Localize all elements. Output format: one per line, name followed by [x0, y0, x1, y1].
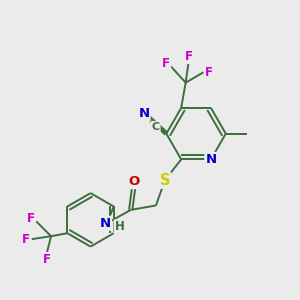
Text: F: F — [43, 253, 51, 266]
Text: O: O — [129, 175, 140, 188]
Text: N: N — [100, 217, 111, 230]
Text: F: F — [22, 233, 30, 246]
Text: F: F — [184, 50, 193, 63]
Text: N: N — [206, 153, 217, 166]
Text: H: H — [114, 220, 124, 233]
Text: S: S — [160, 173, 170, 188]
Text: C: C — [152, 122, 160, 132]
Text: F: F — [27, 212, 35, 225]
Text: N: N — [139, 107, 150, 120]
Text: F: F — [205, 66, 213, 79]
Text: F: F — [162, 57, 170, 70]
